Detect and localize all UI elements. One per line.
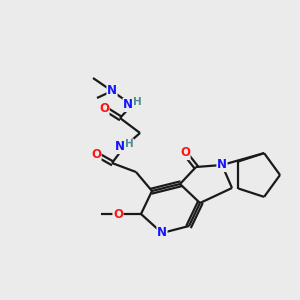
Text: N: N <box>157 226 167 239</box>
Text: H: H <box>124 139 134 149</box>
Text: N: N <box>115 140 125 154</box>
Text: N: N <box>123 98 133 112</box>
Text: O: O <box>91 148 101 160</box>
Text: N: N <box>107 85 117 98</box>
Text: O: O <box>99 101 109 115</box>
Text: H: H <box>133 97 141 107</box>
Text: N: N <box>217 158 227 172</box>
Text: O: O <box>180 146 190 160</box>
Text: O: O <box>113 208 123 220</box>
